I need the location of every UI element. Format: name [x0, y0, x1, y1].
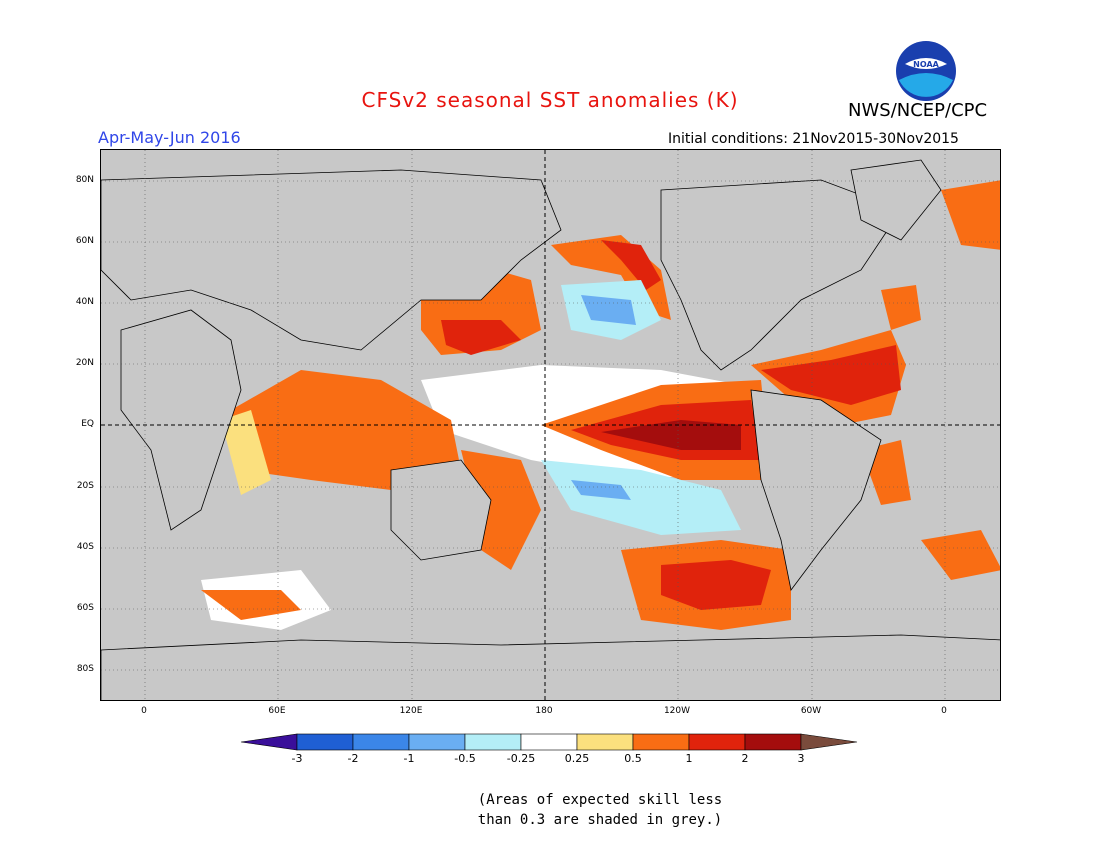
anomaly-south-pacific-cool	[541, 460, 741, 535]
continent-south-america	[750, 389, 882, 591]
anomaly-south-pacific-cool2	[571, 480, 631, 500]
grid-lines	[101, 150, 1000, 700]
colorbar-label: 2	[741, 752, 749, 765]
colorbar-label: -3	[291, 752, 303, 765]
lat-label-40n: 40N	[75, 297, 94, 307]
anomaly-greenland-sea	[941, 180, 1000, 250]
svg-text:NOAA: NOAA	[913, 60, 939, 69]
map-title: CFSv2 seasonal SST anomalies (K)	[361, 88, 739, 112]
colorbar-label: 0.25	[564, 752, 590, 765]
forecast-period: Apr-May-Jun 2016	[98, 128, 241, 147]
continent-africa	[120, 309, 242, 531]
sst-anomaly-map	[100, 149, 1001, 701]
noaa-logo-icon: NOAA	[896, 41, 956, 101]
lat-label-80n: 80N	[75, 175, 94, 185]
anomaly-indian-ocean	[231, 370, 461, 490]
anomaly-north-atlantic	[881, 285, 921, 330]
continent-australia	[390, 459, 492, 561]
lon-label-60e: 60E	[268, 706, 286, 716]
lat-label-eq: EQ	[81, 419, 94, 429]
colorbar-label: -0.25	[506, 752, 536, 765]
colorbar-swatch	[296, 733, 354, 751]
colorbar-label: 1	[685, 752, 693, 765]
lon-label-60w: 60W	[800, 706, 822, 716]
footnote: (Areas of expected skill less than 0.3 a…	[460, 790, 740, 830]
lat-label-60s: 60S	[76, 603, 94, 613]
continent-greenland	[850, 159, 942, 241]
colorbar-label: -1	[403, 752, 415, 765]
colorbar-arrow-low	[240, 733, 298, 751]
colorbar-swatch	[352, 733, 410, 751]
footnote-line-1: (Areas of expected skill less	[477, 792, 723, 808]
colorbar-swatch	[744, 733, 802, 751]
anomaly-indian-ocean-weak	[221, 410, 271, 495]
lon-label-120e: 120E	[399, 706, 423, 716]
anomaly-nw-pacific-strong	[441, 320, 521, 355]
lat-label-20s: 20S	[76, 481, 94, 491]
colorbar-label: 3	[797, 752, 805, 765]
footnote-line-2: than 0.3 are shaded in grey.)	[477, 812, 723, 828]
continent-antarctica	[101, 634, 1000, 700]
anomaly-field	[101, 150, 1000, 700]
initial-conditions: Initial conditions: 21Nov2015-30Nov2015	[668, 131, 959, 147]
lon-label-120w: 120W	[663, 706, 691, 716]
lon-label-180: 180	[535, 706, 553, 716]
anomaly-enso-core	[601, 420, 741, 450]
colorbar-swatch	[688, 733, 746, 751]
lat-label-60n: 60N	[75, 236, 94, 246]
colorbar-swatch	[464, 733, 522, 751]
anomaly-southern-pacific-strong	[661, 560, 771, 610]
colorbar-swatch	[520, 733, 578, 751]
colorbar-swatch	[576, 733, 634, 751]
colorbar-label: -0.5	[454, 752, 476, 765]
colorbar-swatch	[408, 733, 466, 751]
anomaly-north-pacific-cool2	[581, 295, 636, 325]
anomaly-southern-indian-warm	[201, 590, 301, 620]
continent-eurasia	[101, 169, 562, 351]
colorbar-label: -2	[347, 752, 359, 765]
colorbar-label: 0.5	[624, 752, 642, 765]
lon-label-0-right: 0	[941, 706, 947, 716]
anomaly-gulf-alaska-strong	[601, 240, 661, 290]
anomaly-tropical-atlantic-strong	[761, 345, 901, 405]
lon-label-0: 0	[141, 706, 147, 716]
lat-label-20n: 20N	[75, 358, 94, 368]
agency-label: NWS/NCEP/CPC	[848, 100, 988, 121]
colorbar-swatch	[632, 733, 690, 751]
lat-label-40s: 40S	[76, 542, 94, 552]
anomaly-southern-atlantic-warm	[921, 530, 1000, 580]
colorbar-arrow-high	[800, 733, 858, 751]
lat-label-80s: 80S	[76, 664, 94, 674]
